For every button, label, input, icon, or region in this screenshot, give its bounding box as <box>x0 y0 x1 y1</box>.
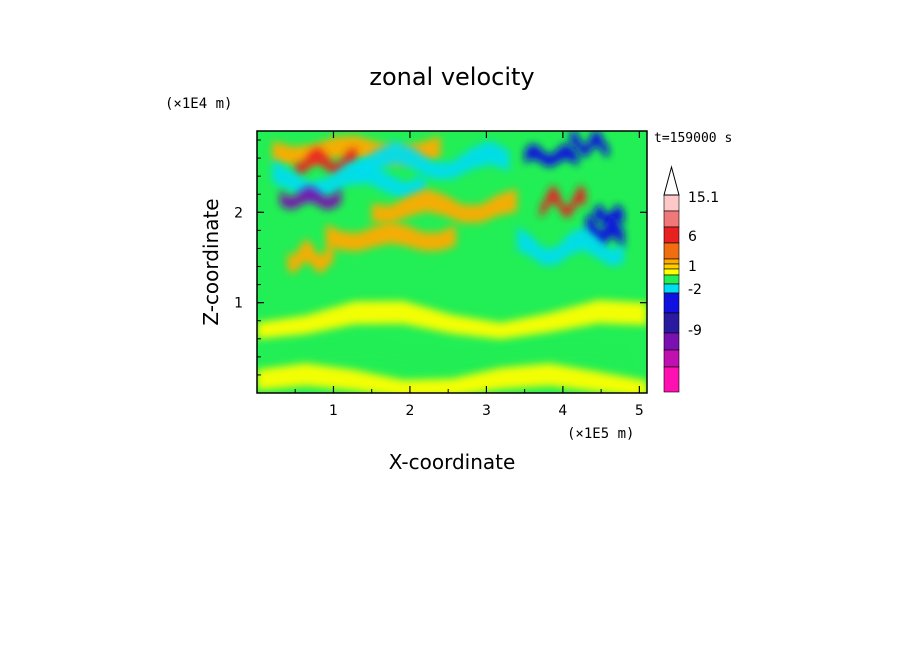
time-label: t=159000 s <box>654 131 732 146</box>
colorbar-extension-triangle <box>663 165 680 196</box>
y-tick-label: 1 <box>234 296 243 312</box>
field-band <box>257 300 647 340</box>
colorbar-level <box>663 274 680 285</box>
x-tick-label: 3 <box>482 403 491 419</box>
x-tick-label: 4 <box>558 403 567 419</box>
plot-frame <box>256 130 648 394</box>
x-tick-label: 5 <box>635 403 644 419</box>
field-band <box>539 184 586 219</box>
colorbar-label: 6 <box>688 229 697 245</box>
axis-ticks: 1 2 3 4 5 1 2 <box>234 131 647 419</box>
chart-title: zonal velocity <box>369 63 534 91</box>
colorbar-level <box>663 268 680 276</box>
colorbar-label: -2 <box>688 282 702 298</box>
colorbar-level <box>663 283 680 294</box>
field-band <box>279 185 342 210</box>
field-band <box>593 204 625 228</box>
x-axis-label: X-coordinate <box>389 450 516 474</box>
colorbar-label: 15.1 <box>688 190 719 206</box>
field-band <box>356 140 510 181</box>
colorbar-label: 1 <box>688 259 697 275</box>
x-tick-label: 1 <box>329 403 338 419</box>
x-scale-label: (×1E5 m) <box>567 426 634 442</box>
y-axis-label: Z-coordinate <box>199 198 223 325</box>
colorbar-level <box>663 242 680 260</box>
colorbar-level <box>663 366 680 393</box>
colorbar-level <box>663 226 680 244</box>
field-band <box>570 131 609 158</box>
colorbar-level <box>663 332 680 351</box>
y-scale-label: (×1E4 m) <box>165 96 232 112</box>
field-band <box>371 188 517 224</box>
colorbar-level <box>663 258 680 265</box>
field-band <box>287 238 334 274</box>
velocity-field <box>257 131 647 393</box>
colorbar: 15.1 6 1 -2 -9 <box>663 165 719 393</box>
colorbar-level <box>663 292 680 314</box>
field-band <box>524 143 579 168</box>
colorbar-level <box>663 210 680 228</box>
field-band <box>325 221 456 252</box>
colorbar-level <box>663 312 680 334</box>
colorbar-level <box>663 349 680 368</box>
colorbar-label: -9 <box>688 323 702 339</box>
field-band <box>257 363 647 393</box>
colorbar-level <box>663 194 680 212</box>
y-tick-label: 2 <box>234 205 243 221</box>
x-tick-label: 2 <box>405 403 414 419</box>
field-band <box>517 226 625 267</box>
plot-area <box>257 131 647 393</box>
colorbar-level <box>663 263 680 270</box>
